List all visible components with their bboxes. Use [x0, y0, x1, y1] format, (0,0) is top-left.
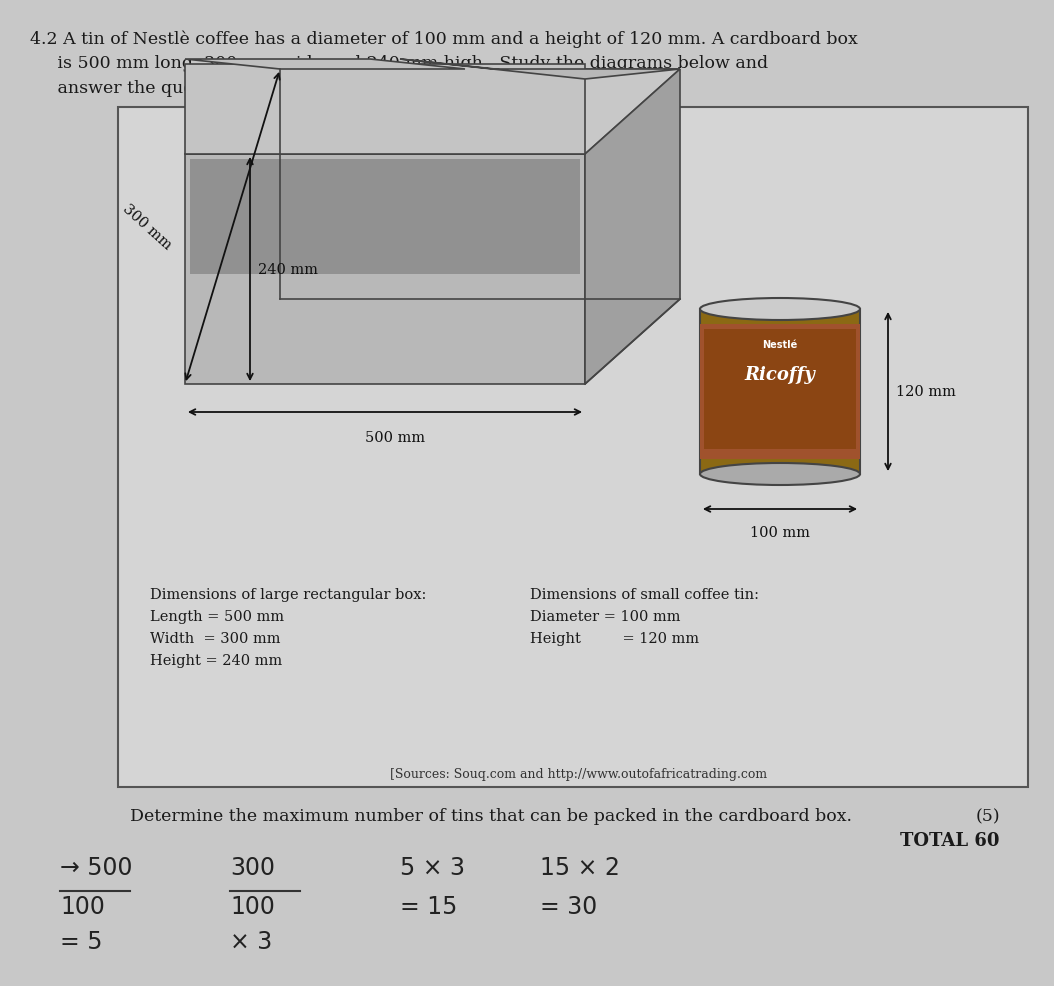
Text: TOTAL 60: TOTAL 60 [900, 831, 1000, 849]
Text: 500 mm: 500 mm [365, 431, 425, 445]
Text: → 500: → 500 [60, 855, 133, 880]
Text: 15 × 2: 15 × 2 [540, 855, 620, 880]
Ellipse shape [700, 463, 860, 485]
Text: Dimensions of large rectangular box:: Dimensions of large rectangular box: [150, 588, 427, 601]
Text: [Sources: Souq.com and http://www.outofafricatrading.com: [Sources: Souq.com and http://www.outofa… [390, 767, 767, 780]
Text: Height         = 120 mm: Height = 120 mm [530, 631, 699, 646]
Text: = 30: = 30 [540, 894, 598, 918]
Text: 4.2 A tin of Nestlè coffee has a diameter of 100 mm and a height of 120 mm. A ca: 4.2 A tin of Nestlè coffee has a diamete… [30, 30, 858, 47]
Polygon shape [401, 60, 680, 80]
Bar [700, 310, 860, 474]
Text: = 5: = 5 [60, 929, 102, 953]
Bar [704, 329, 856, 450]
Text: 100: 100 [60, 894, 105, 918]
Polygon shape [186, 60, 465, 70]
Polygon shape [585, 70, 680, 385]
Text: 5 × 3: 5 × 3 [401, 855, 465, 880]
Text: 100: 100 [230, 894, 275, 918]
Text: 300 mm: 300 mm [120, 202, 174, 252]
Text: Height = 240 mm: Height = 240 mm [150, 654, 282, 668]
Text: (5): (5) [975, 808, 1000, 824]
Text: is 500 mm long, 300 mm wide and 240 mm high.  Study the diagrams below and: is 500 mm long, 300 mm wide and 240 mm h… [30, 55, 768, 72]
Text: Dimensions of small coffee tin:: Dimensions of small coffee tin: [530, 588, 759, 601]
Bar [190, 160, 580, 275]
Bar [700, 324, 860, 459]
Text: Nestlé: Nestlé [762, 339, 798, 350]
Ellipse shape [700, 299, 860, 320]
Text: Ricoffy: Ricoffy [744, 366, 816, 384]
Bar [118, 107, 1028, 787]
Text: 120 mm: 120 mm [896, 386, 956, 399]
Text: 240 mm: 240 mm [258, 262, 318, 277]
Text: Diameter = 100 mm: Diameter = 100 mm [530, 609, 681, 623]
Bar [186, 155, 585, 385]
Text: = 15: = 15 [401, 894, 457, 918]
Text: 300: 300 [230, 855, 275, 880]
Text: × 3: × 3 [230, 929, 272, 953]
Text: Width  = 300 mm: Width = 300 mm [150, 631, 280, 646]
Polygon shape [186, 70, 680, 155]
Text: Length = 500 mm: Length = 500 mm [150, 609, 285, 623]
Text: Determine the maximum number of tins that can be packed in the cardboard box.: Determine the maximum number of tins tha… [130, 808, 852, 824]
Text: 100 mm: 100 mm [750, 526, 811, 539]
Text: answer the questions.: answer the questions. [30, 80, 251, 97]
Polygon shape [186, 65, 585, 155]
